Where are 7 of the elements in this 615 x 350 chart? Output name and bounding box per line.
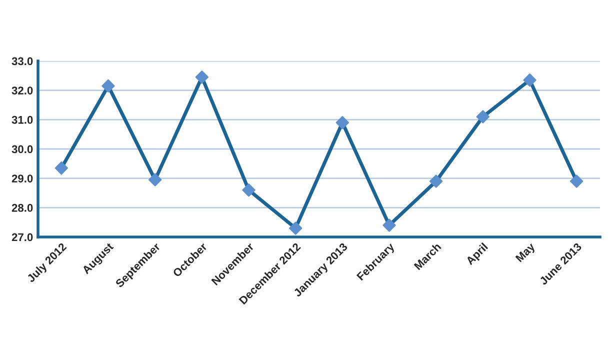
y-tick-label: 28.0 bbox=[12, 204, 33, 212]
y-tick-label: 29.0 bbox=[12, 174, 33, 182]
y-tick-label: 32.0 bbox=[12, 86, 33, 94]
y-tick-label: 27.0 bbox=[12, 233, 33, 242]
y-tick-label: 30.0 bbox=[12, 145, 33, 154]
y-tick-label: 31.0 bbox=[12, 116, 33, 124]
y-tick-label: 33.0 bbox=[12, 57, 33, 66]
